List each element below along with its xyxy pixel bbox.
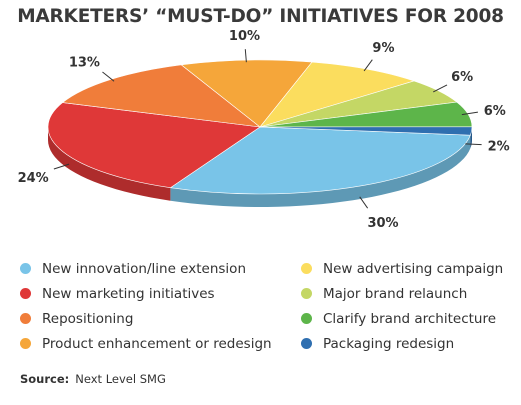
legend-label-8: Packaging redesign	[323, 335, 455, 352]
legend-entry-1: New innovation/line extension	[20, 258, 301, 279]
legend-label-5: New advertising campaign	[323, 260, 504, 277]
source-text: Next Level SMG	[75, 372, 166, 386]
legend-swatch-7	[301, 313, 312, 324]
legend-swatch-1	[20, 263, 31, 274]
pie-top	[47, 59, 473, 195]
legend-label-3: Repositioning	[42, 310, 134, 327]
legend-swatch-8	[301, 338, 312, 349]
legend-entry-6: Major brand relaunch	[301, 283, 520, 304]
leader-line-1	[359, 196, 369, 209]
legend-entry-8: Packaging redesign	[301, 333, 520, 354]
leader-line-4	[244, 49, 247, 63]
legend-label-6: Major brand relaunch	[323, 285, 468, 302]
legend-swatch-5	[301, 263, 312, 274]
legend-entry-2: New marketing initiatives	[20, 283, 301, 304]
pie-slice-3	[61, 64, 262, 128]
legend-label-2: New marketing initiatives	[42, 285, 215, 302]
leader-line-3	[102, 71, 115, 82]
chart-title: MARKETERS’ “MUST-DO” INITIATIVES FOR 200…	[17, 6, 504, 27]
leader-line-8	[465, 143, 482, 146]
data-label-2: 24%	[18, 171, 49, 186]
pie-labels: 30% 24% 13% 10% 9% 6% 6% 2%	[18, 29, 510, 231]
pie-slice-2	[47, 102, 261, 189]
pie-chart: 30% 24% 13% 10% 9% 6% 6% 2%	[18, 29, 510, 231]
data-label-3: 13%	[69, 55, 100, 70]
data-label-6: 6%	[451, 70, 473, 85]
legend-label-1: New innovation/line extension	[42, 260, 246, 277]
pie-slice-8	[259, 126, 473, 136]
pie-slice-5	[259, 61, 416, 128]
pie-side-1	[170, 135, 471, 207]
leader-line-6	[433, 84, 448, 93]
legend-entry-3: Repositioning	[20, 308, 301, 329]
legend-swatch-3	[20, 313, 31, 324]
legend-entry-4: Product enhancement or redesign	[20, 333, 301, 354]
data-label-1: 30%	[367, 216, 398, 231]
legend-label-4: Product enhancement or redesign	[42, 335, 272, 352]
pie-slice-1	[169, 126, 471, 195]
legend-swatch-2	[20, 288, 31, 299]
legend-swatch-6	[301, 288, 312, 299]
data-label-7: 6%	[484, 104, 506, 119]
legend: New innovation/line extension New adverti…	[20, 258, 520, 354]
legend-entry-5: New advertising campaign	[301, 258, 520, 279]
leader-line-5	[363, 59, 373, 72]
legend-entry-7: Clarify brand architecture	[301, 308, 520, 329]
data-label-5: 9%	[372, 41, 394, 56]
legend-label-7: Clarify brand architecture	[323, 310, 497, 327]
leader-line-2	[53, 163, 70, 170]
source-label: Source:	[20, 372, 70, 386]
source-note: Source: Next Level SMG	[20, 372, 166, 386]
leader-line-7	[461, 111, 478, 116]
data-label-8: 2%	[488, 139, 510, 154]
legend-swatch-4	[20, 338, 31, 349]
data-label-4: 10%	[229, 29, 260, 44]
